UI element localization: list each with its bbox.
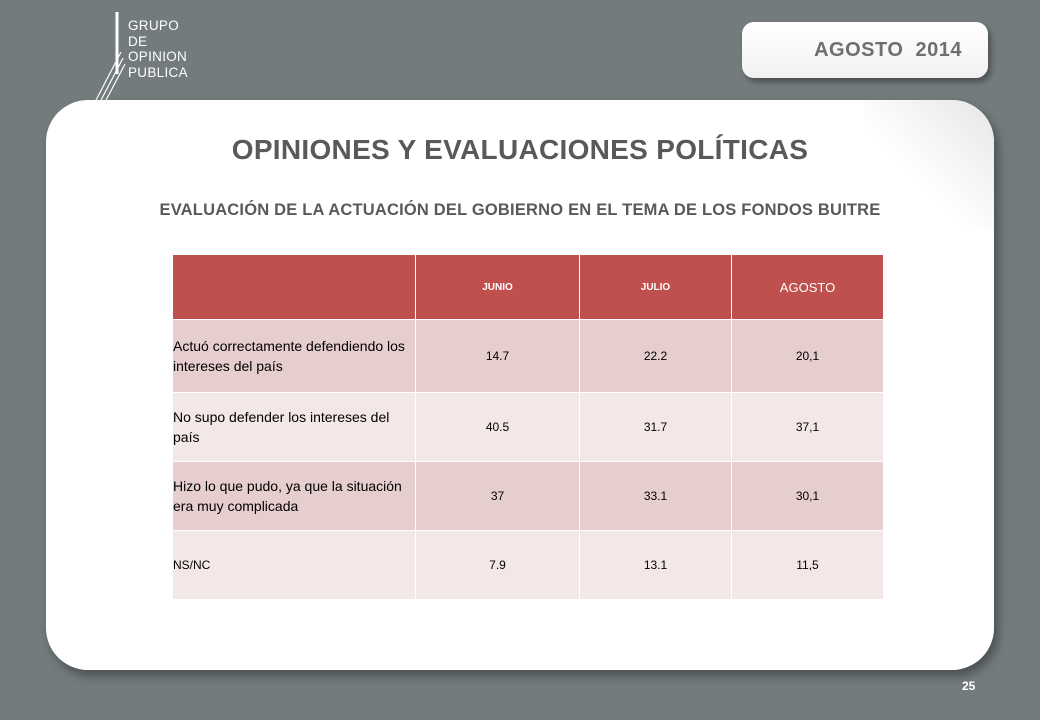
grupo-opinion-publica-logo: GRUPO DE OPINION PUBLICA [92,12,222,104]
cell-julio: 33.1 [579,461,732,531]
row-label: No supo defender los intereses del país [172,392,416,462]
logo-line: GRUPO [128,18,180,33]
logo-line: DE [128,33,148,49]
cell-junio: 7.9 [415,530,580,600]
table-row: No supo defender los intereses del país … [172,392,884,462]
logo-lines-icon [93,12,126,104]
content-card: OPINIONES Y EVALUACIONES POLÍTICAS EVALU… [46,100,994,670]
cell-junio: 37 [415,461,580,531]
cell-julio: 22.2 [579,319,732,393]
logo-line: OPINION [128,49,188,64]
cell-agosto: 37,1 [731,392,884,462]
logo-text: GRUPO DE OPINION PUBLICA [128,18,188,80]
row-label: Actuó correctamente defendiendo los inte… [172,319,416,393]
table-row: NS/NC 7.9 13.1 11,5 [172,530,884,600]
cell-agosto: 30,1 [731,461,884,531]
column-header-junio: JUNIO [415,254,580,320]
table-row: Hizo lo que pudo, ya que la situación er… [172,461,884,531]
cell-julio: 31.7 [579,392,732,462]
table-header-row: JUNIO JULIO AGOSTO [172,254,884,320]
page-subtitle: EVALUACIÓN DE LA ACTUACIÓN DEL GOBIERNO … [159,201,881,219]
page-title: OPINIONES Y EVALUACIONES POLÍTICAS [231,134,809,165]
row-label: Hizo lo que pudo, ya que la situación er… [172,461,416,531]
cell-agosto: 11,5 [731,530,884,600]
date-badge: AGOSTO 2014 [742,22,988,78]
date-label: AGOSTO 2014 [814,38,962,61]
cell-junio: 40.5 [415,392,580,462]
column-header-agosto: AGOSTO [731,254,884,320]
column-header-blank [172,254,416,320]
page-curl-decoration [864,100,994,230]
cell-agosto: 20,1 [731,319,884,393]
row-label: NS/NC [172,530,416,600]
cell-julio: 13.1 [579,530,732,600]
table-row: Actuó correctamente defendiendo los inte… [172,319,884,393]
evaluation-table: JUNIO JULIO AGOSTO Actuó correctamente d… [172,254,884,600]
column-header-julio: JULIO [579,254,732,320]
logo-line: PUBLICA [128,64,188,80]
page-number: 25 [962,679,976,693]
cell-junio: 14.7 [415,319,580,393]
